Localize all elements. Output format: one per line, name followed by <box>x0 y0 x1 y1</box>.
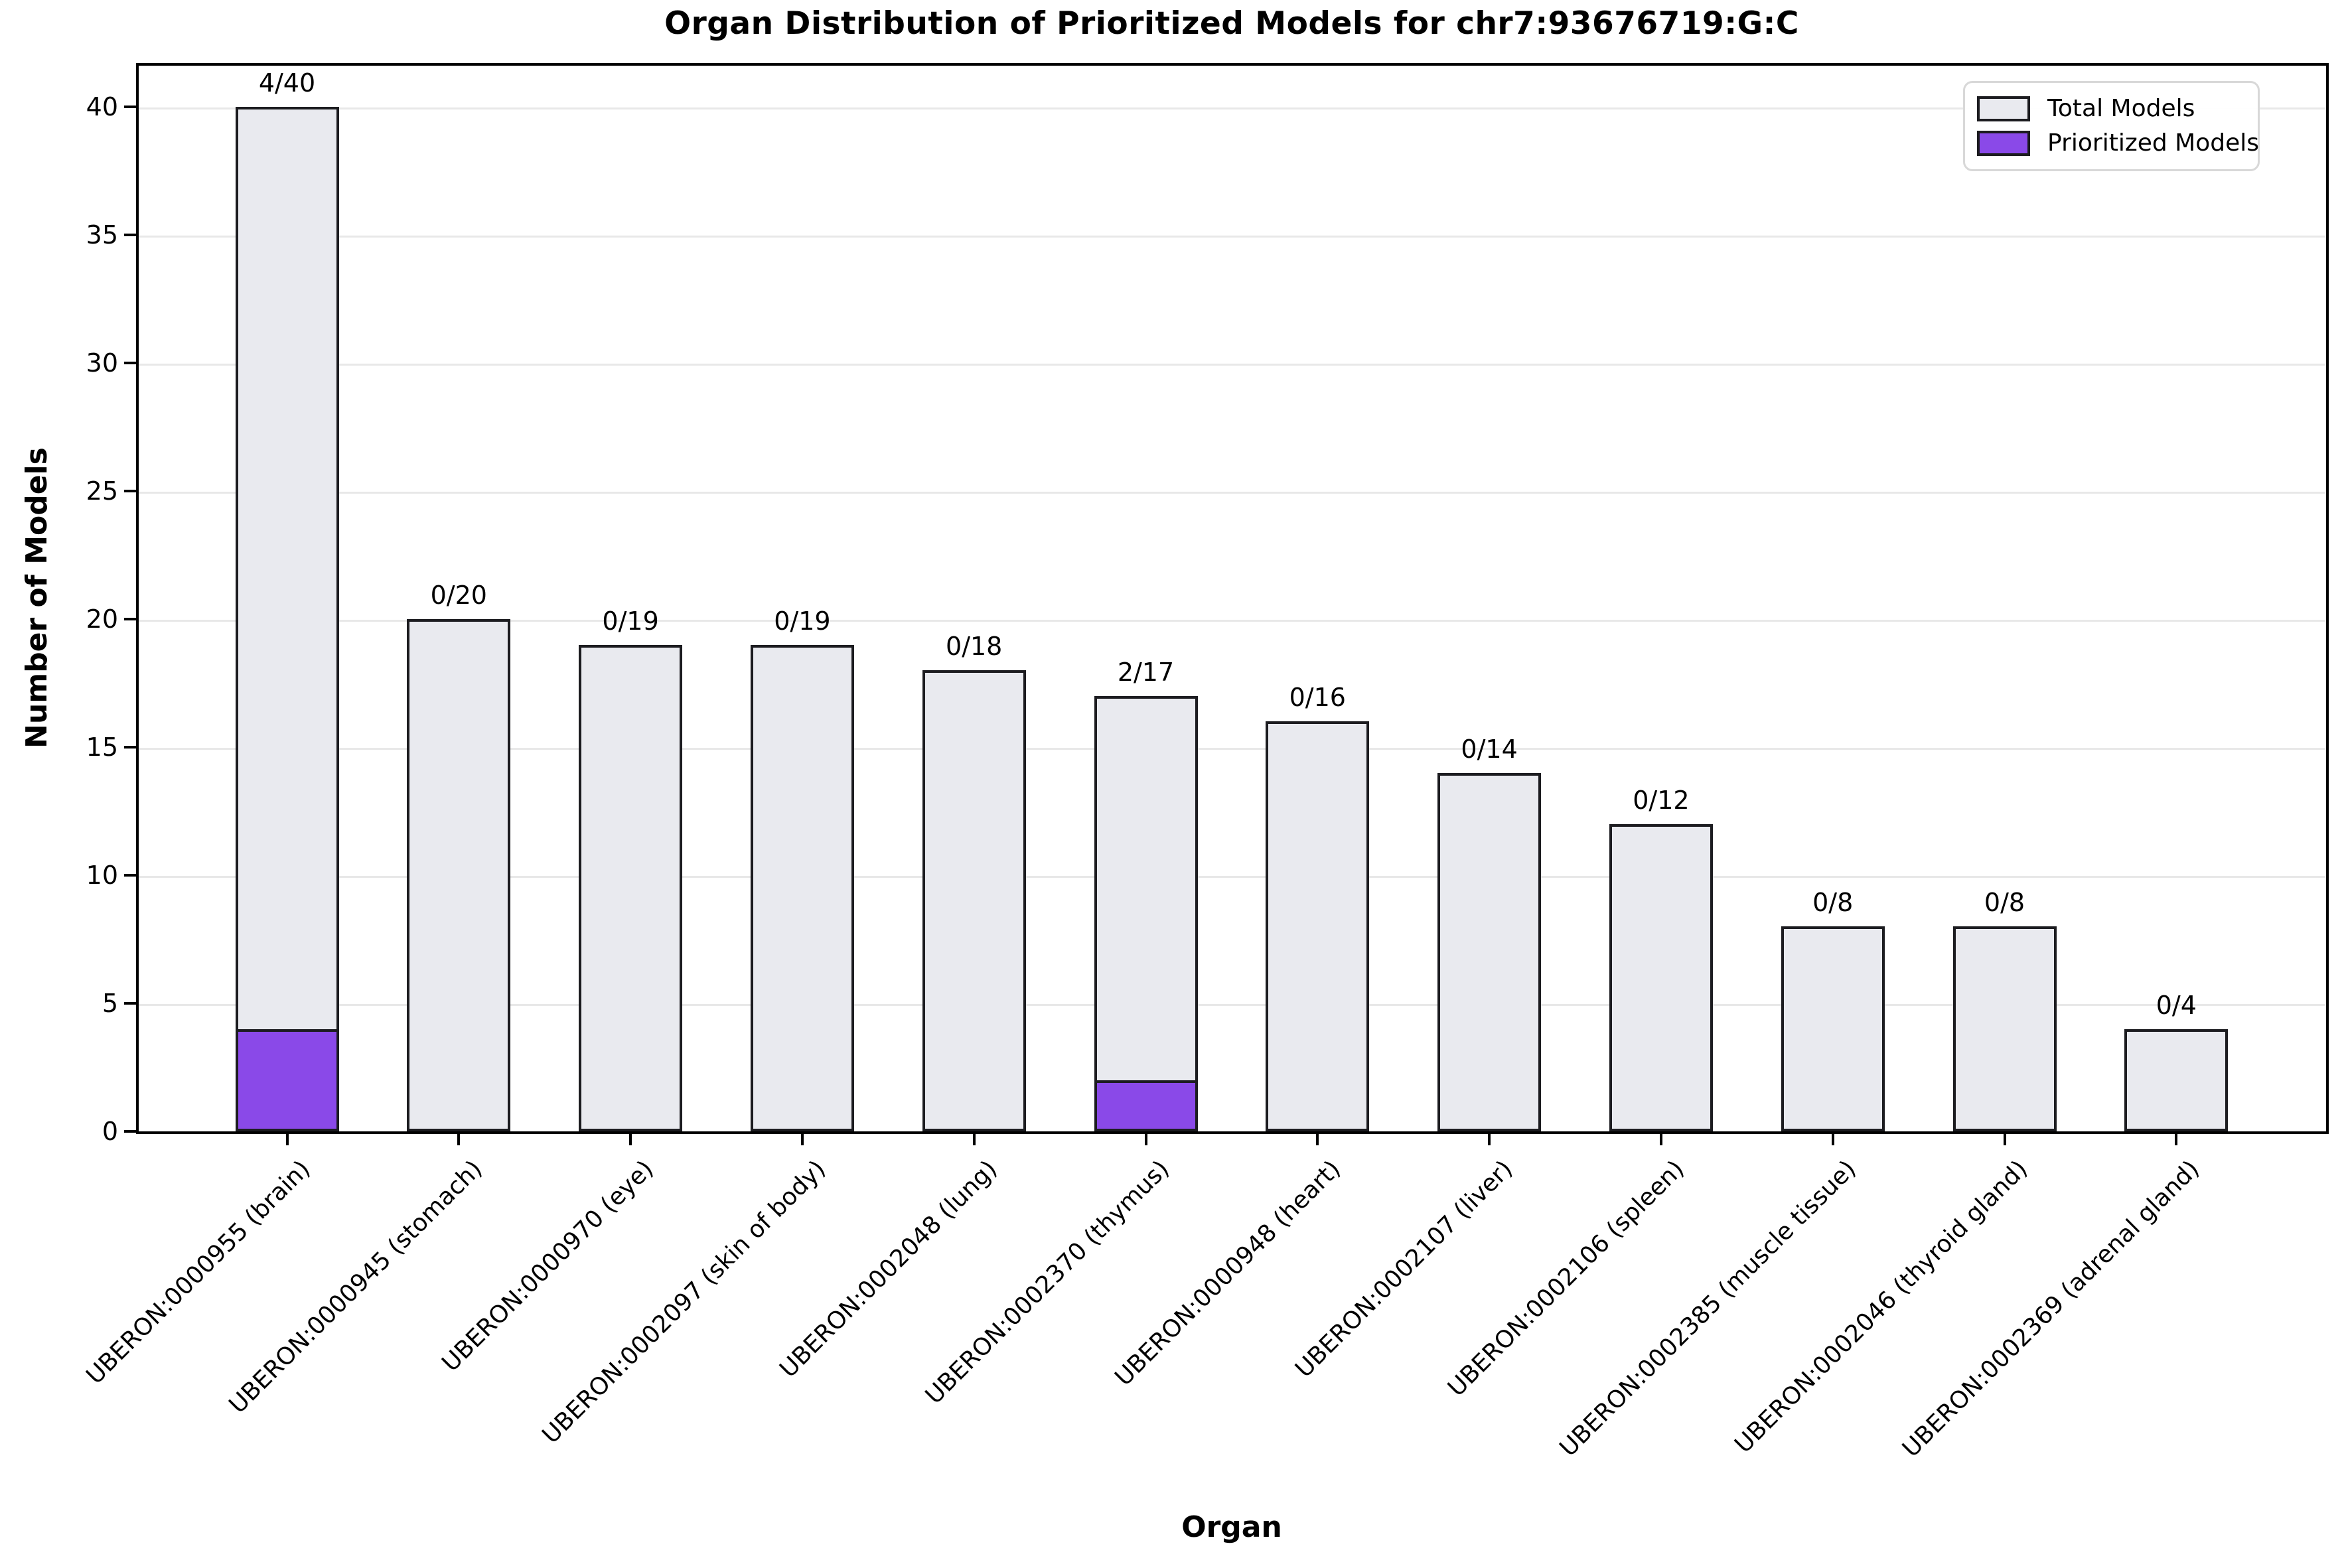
y-tick-mark <box>124 234 137 236</box>
gridline-y35 <box>139 236 2325 238</box>
x-tick-mark <box>1488 1134 1491 1145</box>
legend: Total Models Prioritized Models <box>1963 81 2260 171</box>
gridline-y15 <box>139 748 2325 750</box>
y-tick-label: 20 <box>86 605 118 634</box>
bar-total <box>1781 926 1885 1131</box>
x-tick-label: UBERON:0002369 (adrenal gland) <box>1897 1155 2205 1463</box>
x-tick-mark <box>1316 1134 1319 1145</box>
bar-total <box>750 644 854 1131</box>
legend-item-total-models: Total Models <box>1977 94 2246 122</box>
y-tick-label: 5 <box>102 989 118 1018</box>
legend-label: Total Models <box>2047 94 2195 122</box>
bar-annotation: 0/16 <box>1289 683 1346 713</box>
bar-annotation: 0/19 <box>774 606 831 636</box>
x-tick-label: UBERON:0002385 (muscle tissue) <box>1554 1155 1862 1462</box>
bar-annotation: 0/19 <box>602 606 659 636</box>
y-tick-label: 0 <box>102 1117 118 1146</box>
y-tick-mark <box>124 106 137 108</box>
bar-annotation: 0/18 <box>946 632 1003 662</box>
bar-total <box>1266 721 1370 1131</box>
x-axis-title: Organ <box>1181 1510 1282 1544</box>
x-tick-mark <box>629 1134 632 1145</box>
bar-annotation: 0/8 <box>1984 888 2025 918</box>
y-tick-label: 10 <box>86 861 118 890</box>
y-tick-mark <box>124 874 137 877</box>
bar-total <box>2124 1029 2229 1131</box>
chart-title: Organ Distribution of Prioritized Models… <box>664 5 1799 42</box>
x-tick-label: UBERON:0002097 (skin of body) <box>537 1155 831 1449</box>
y-tick-label: 15 <box>86 733 118 762</box>
y-tick-mark <box>124 1002 137 1005</box>
bar-prioritized <box>235 1029 339 1131</box>
bar-total <box>235 107 339 1131</box>
x-tick-label: UBERON:0002046 (thyroid gland) <box>1729 1155 2033 1459</box>
legend-item-prioritized-models: Prioritized Models <box>1977 130 2259 157</box>
legend-label: Prioritized Models <box>2047 129 2260 157</box>
bar-total <box>922 670 1026 1131</box>
gridline-y30 <box>139 364 2325 366</box>
bar-annotation: 2/17 <box>1117 657 1175 687</box>
gridline-y25 <box>139 492 2325 494</box>
x-tick-mark <box>457 1134 461 1145</box>
bar-prioritized <box>1094 1080 1198 1131</box>
bar-total <box>1609 823 1713 1131</box>
x-tick-mark <box>1659 1134 1662 1145</box>
bar-total <box>1952 926 2057 1131</box>
y-tick-mark <box>124 746 137 748</box>
x-tick-mark <box>1144 1134 1147 1145</box>
bar-annotation: 0/12 <box>1633 785 1690 815</box>
gridline-y5 <box>139 1004 2325 1006</box>
bar-annotation: 0/14 <box>1461 734 1518 764</box>
bar-total <box>407 619 511 1131</box>
plot-area <box>139 66 2325 1130</box>
bar-total <box>1094 695 1198 1131</box>
gridline-y40 <box>139 107 2325 109</box>
bar-annotation: 0/4 <box>2156 990 2197 1020</box>
x-tick-mark <box>800 1134 804 1145</box>
y-tick-mark <box>124 618 137 620</box>
prioritized-models-swatch-icon <box>1977 131 2030 157</box>
bar-annotation: 0/20 <box>430 581 487 610</box>
y-tick-label: 35 <box>86 220 118 249</box>
bar-total <box>579 644 683 1131</box>
y-tick-mark <box>124 490 137 492</box>
y-tick-label: 25 <box>86 476 118 506</box>
y-tick-mark <box>124 1130 137 1133</box>
bar-total <box>1437 772 1542 1131</box>
x-tick-mark <box>285 1134 289 1145</box>
x-tick-mark <box>2003 1134 2006 1145</box>
total-models-swatch-icon <box>1977 96 2030 121</box>
y-tick-mark <box>124 362 137 364</box>
x-tick-mark <box>972 1134 976 1145</box>
gridline-y10 <box>139 876 2325 878</box>
y-tick-label: 40 <box>86 92 118 121</box>
bar-annotation: 4/40 <box>258 68 316 98</box>
x-tick-mark <box>1831 1134 1834 1145</box>
gridline-y20 <box>139 620 2325 622</box>
bar-annotation: 0/8 <box>1812 888 1854 918</box>
y-tick-label: 30 <box>86 348 118 378</box>
x-tick-mark <box>2175 1134 2178 1145</box>
